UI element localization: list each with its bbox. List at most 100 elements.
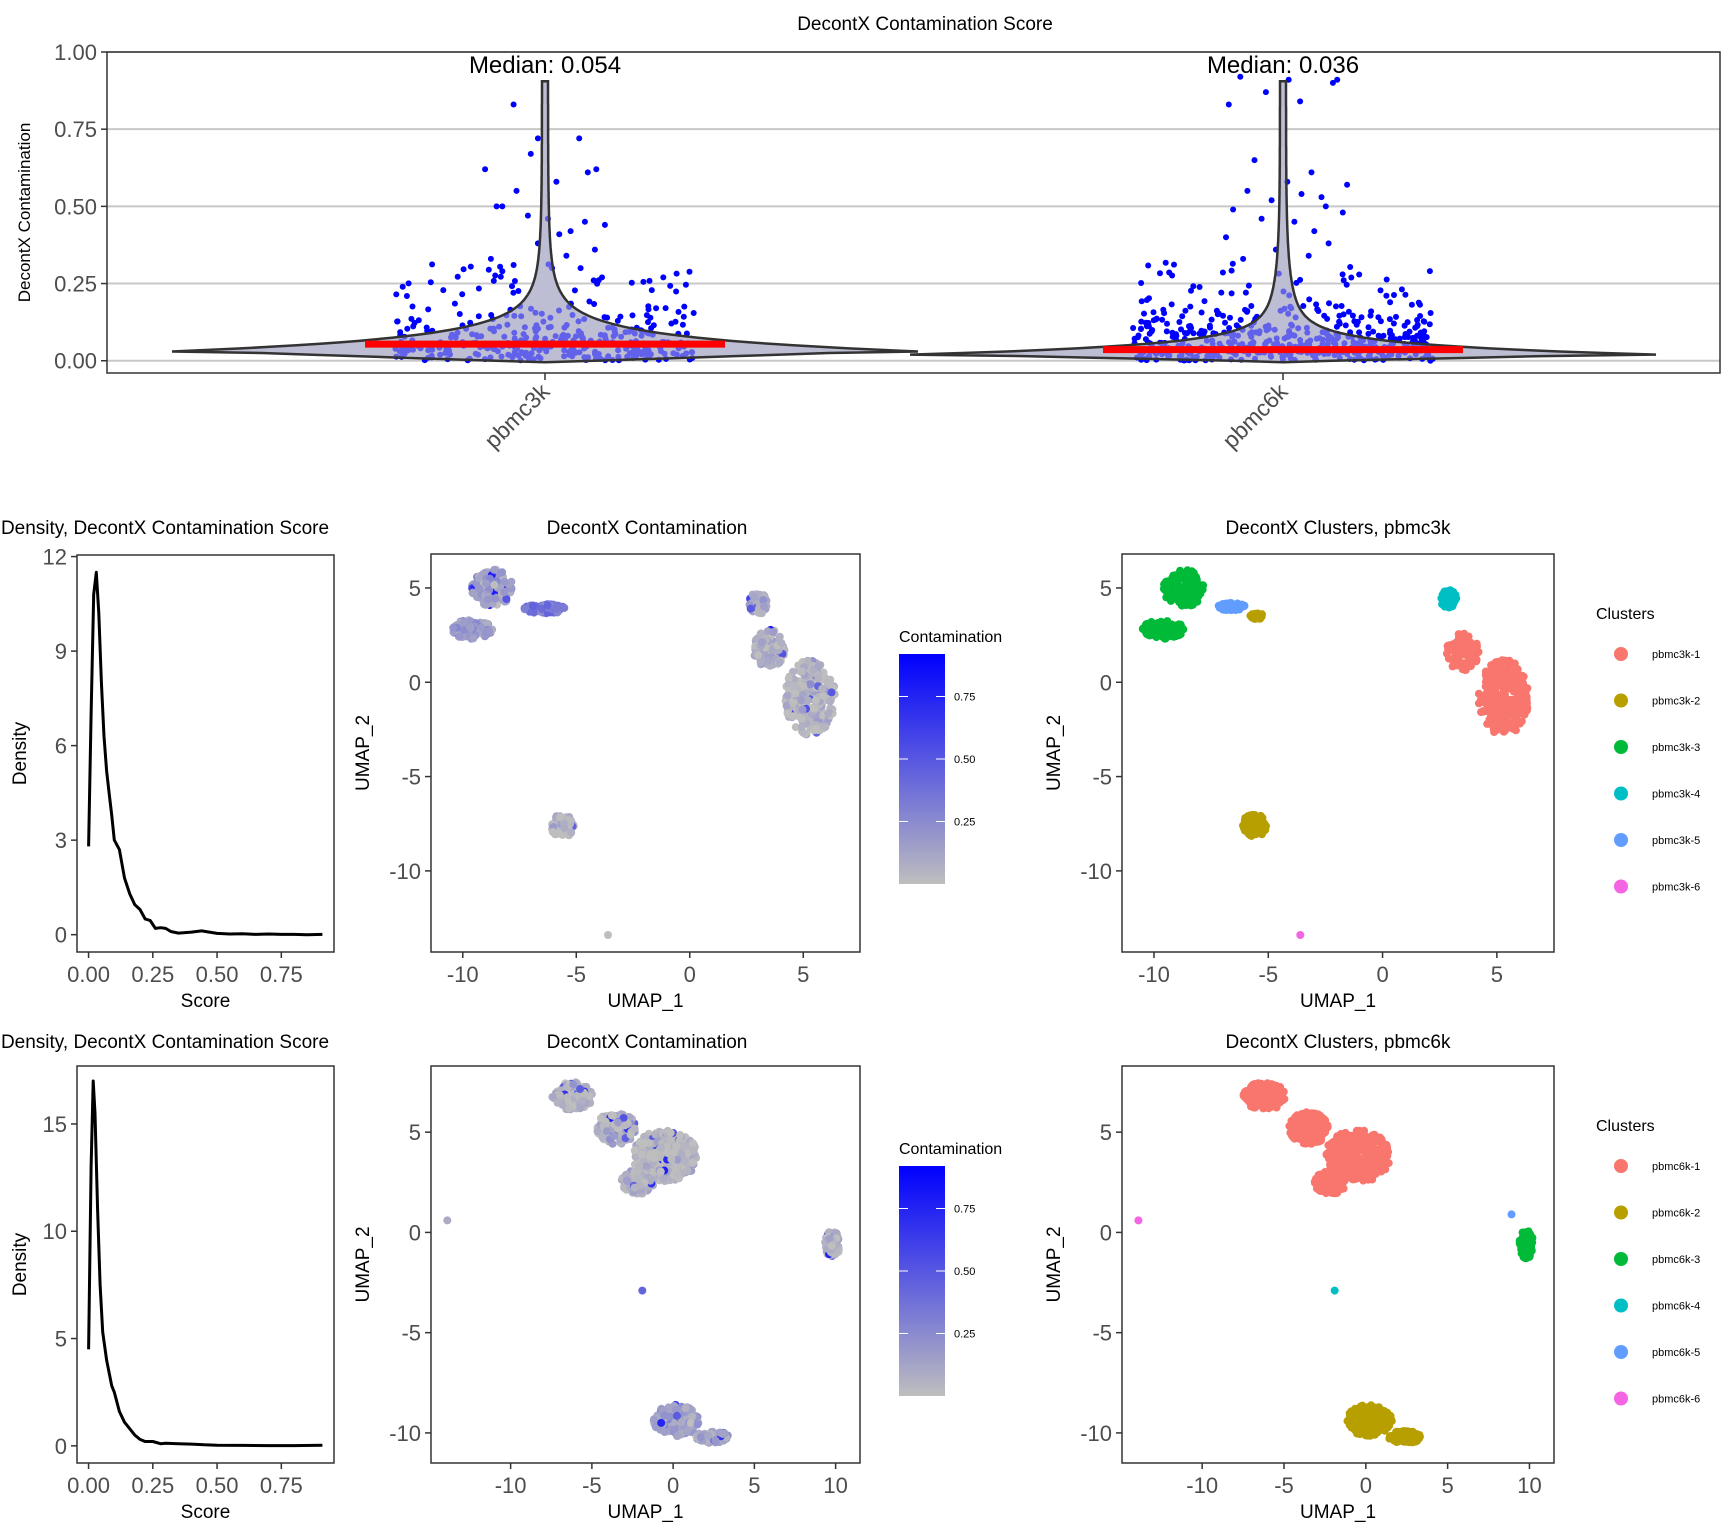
legend-item: pbmc3k-1 (1614, 647, 1700, 661)
colorbar-tick-label: 0.50 (954, 1266, 975, 1278)
cell-point (1380, 1415, 1389, 1424)
data-point (1157, 270, 1163, 277)
data-point (1306, 296, 1313, 303)
cell-point (1440, 602, 1449, 611)
outlier-point (1339, 209, 1346, 216)
y-tick-label: -5 (1092, 765, 1112, 790)
cell-point (602, 1127, 611, 1136)
x-tick-label: -10 (1138, 962, 1170, 987)
outlier-point (1225, 101, 1232, 108)
outlier-point (1318, 194, 1325, 201)
cell-point (1378, 1406, 1387, 1415)
cell-point (1380, 1423, 1389, 1432)
cell-point (680, 1156, 689, 1165)
cell-point (1520, 1246, 1529, 1254)
data-point (1187, 303, 1194, 310)
cell-point (826, 697, 835, 706)
cell-point (1160, 631, 1169, 640)
data-point (653, 305, 660, 312)
data-point (1401, 322, 1408, 329)
cell-point (1250, 1081, 1259, 1090)
cell-point (1309, 1115, 1318, 1124)
y-tick-label: 5 (409, 1120, 421, 1145)
data-point (1380, 332, 1387, 339)
plot-background (431, 1066, 860, 1463)
data-point (686, 268, 693, 275)
legend-label: pbmc3k-5 (1652, 835, 1700, 847)
cell-point (1477, 708, 1485, 717)
legend-swatch (1614, 740, 1628, 754)
x-axis-label: Score (181, 1502, 231, 1523)
colorbar-tick-label: 0.75 (954, 692, 975, 704)
data-point (604, 314, 611, 321)
data-point (1146, 295, 1152, 302)
outlier-point (1223, 234, 1229, 241)
data-point (1179, 313, 1186, 320)
cell-point (827, 1241, 836, 1250)
outlier-point (527, 150, 534, 157)
cell-point (1507, 685, 1516, 694)
data-point (405, 280, 412, 287)
data-point (459, 291, 466, 298)
cell-point (682, 1427, 691, 1436)
data-point (660, 274, 667, 281)
umap-contamination-pbmc3k: DecontX Contamination-10-505-10 -5 0 5UMAP_… (353, 518, 1002, 1012)
cell-point (1257, 830, 1266, 839)
data-point (1347, 264, 1354, 270)
cell-point (490, 580, 499, 589)
cell-point (1522, 700, 1531, 709)
data-point (1383, 292, 1390, 299)
cell-point (1509, 673, 1518, 682)
cell-point (791, 689, 800, 698)
x-tick-label: -10 (495, 1473, 527, 1498)
data-point (1248, 303, 1255, 309)
data-point (1201, 298, 1208, 305)
data-point (1414, 332, 1421, 339)
outlier-point (1322, 203, 1329, 210)
legend-title: Clusters (1596, 606, 1655, 623)
data-point (1161, 310, 1168, 317)
outlier-point (1244, 187, 1251, 194)
cell-point (798, 705, 807, 714)
data-point (515, 288, 522, 294)
data-point (467, 263, 474, 270)
cell-point (1298, 1121, 1307, 1130)
colorbar (899, 654, 945, 884)
legend-swatch (1614, 647, 1628, 661)
data-point (1342, 322, 1349, 329)
x-tick-label: 0.00 (67, 962, 110, 987)
y-axis-label: UMAP_2 (1044, 1226, 1065, 1302)
data-point (1244, 308, 1250, 315)
y-tick-label: 0 (55, 1434, 67, 1459)
outlier-point (1344, 181, 1351, 188)
cell-point (660, 1411, 669, 1420)
cell-point (558, 1100, 567, 1109)
data-point (1198, 309, 1205, 316)
data-point (1426, 268, 1433, 275)
cell-point (1486, 682, 1495, 691)
cell-point (481, 630, 490, 639)
cell-point (556, 813, 565, 822)
cell-point (1452, 659, 1461, 668)
x-axis-label: UMAP_1 (607, 1502, 683, 1523)
outlier-point (1311, 228, 1318, 235)
cell-point (1175, 594, 1184, 603)
cell-point (1290, 1123, 1298, 1132)
cell-point (814, 662, 823, 671)
legend-title: Contamination (899, 629, 1002, 646)
cell-point (672, 1411, 681, 1420)
cell-point (1337, 1130, 1346, 1139)
colorbar-tick-label: 0.25 (954, 817, 975, 829)
data-point (1214, 311, 1221, 318)
cell-point (507, 577, 516, 586)
cell-point (637, 1150, 646, 1159)
x-tick-label: 10 (823, 1473, 847, 1498)
plot-frame (106, 51, 1721, 374)
cell-point (775, 658, 784, 667)
cell-point (484, 595, 493, 604)
cell-point (1270, 1097, 1278, 1106)
median-annotation: Median: 0.054 (469, 52, 621, 79)
data-point (645, 319, 651, 326)
cell-point (1293, 1113, 1301, 1122)
